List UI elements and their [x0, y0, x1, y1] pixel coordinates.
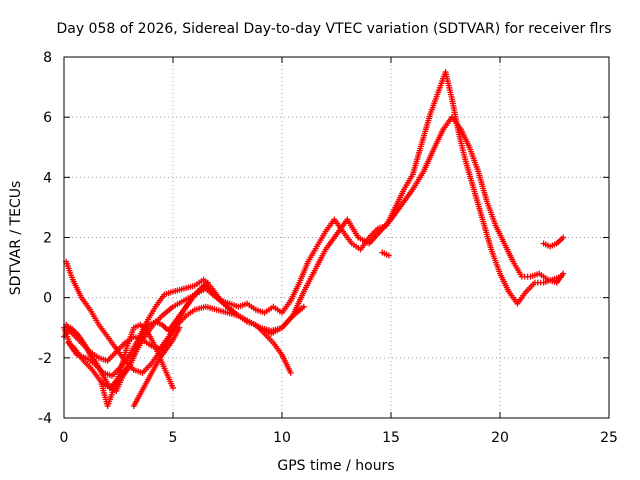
- y-tick-label: 4: [43, 170, 52, 186]
- data-point: [176, 324, 183, 331]
- x-tick-label: 0: [60, 430, 69, 446]
- series-track-6: [98, 321, 176, 409]
- axis-ticks: 0 5 10 15 20 25 -4 -2 0 2 4 6 8: [38, 50, 618, 446]
- data-marks: [61, 69, 567, 409]
- y-tick-label: -4: [38, 411, 52, 427]
- data-point: [560, 270, 567, 277]
- grid-lines: [64, 57, 609, 418]
- data-point: [560, 234, 567, 241]
- series-track-8: [540, 234, 567, 250]
- x-tick-label: 15: [382, 430, 400, 446]
- y-tick-label: 6: [43, 110, 52, 126]
- series-track-4: [63, 258, 307, 376]
- series-track-5: [61, 279, 211, 394]
- data-point: [287, 369, 294, 376]
- series-track-9: [379, 249, 392, 259]
- chart-title: Day 058 of 2026, Sidereal Day-to-day VTE…: [56, 21, 611, 37]
- y-tick-label: -2: [38, 351, 52, 367]
- y-axis-label: SDTVAR / TECUs: [8, 181, 24, 296]
- x-tick-label: 20: [491, 430, 509, 446]
- data-point: [170, 384, 176, 391]
- x-tick-label: 10: [273, 430, 291, 446]
- y-tick-label: 8: [43, 50, 52, 66]
- data-point: [385, 252, 392, 259]
- x-axis-label: GPS time / hours: [277, 458, 394, 474]
- data-point: [300, 303, 307, 310]
- x-tick-label: 5: [169, 430, 178, 446]
- y-tick-label: 0: [43, 291, 52, 307]
- data-point: [204, 279, 211, 286]
- series-track-1: [61, 69, 565, 379]
- x-tick-label: 25: [600, 430, 618, 446]
- series-track-7: [130, 324, 183, 409]
- y-tick-label: 2: [43, 231, 52, 247]
